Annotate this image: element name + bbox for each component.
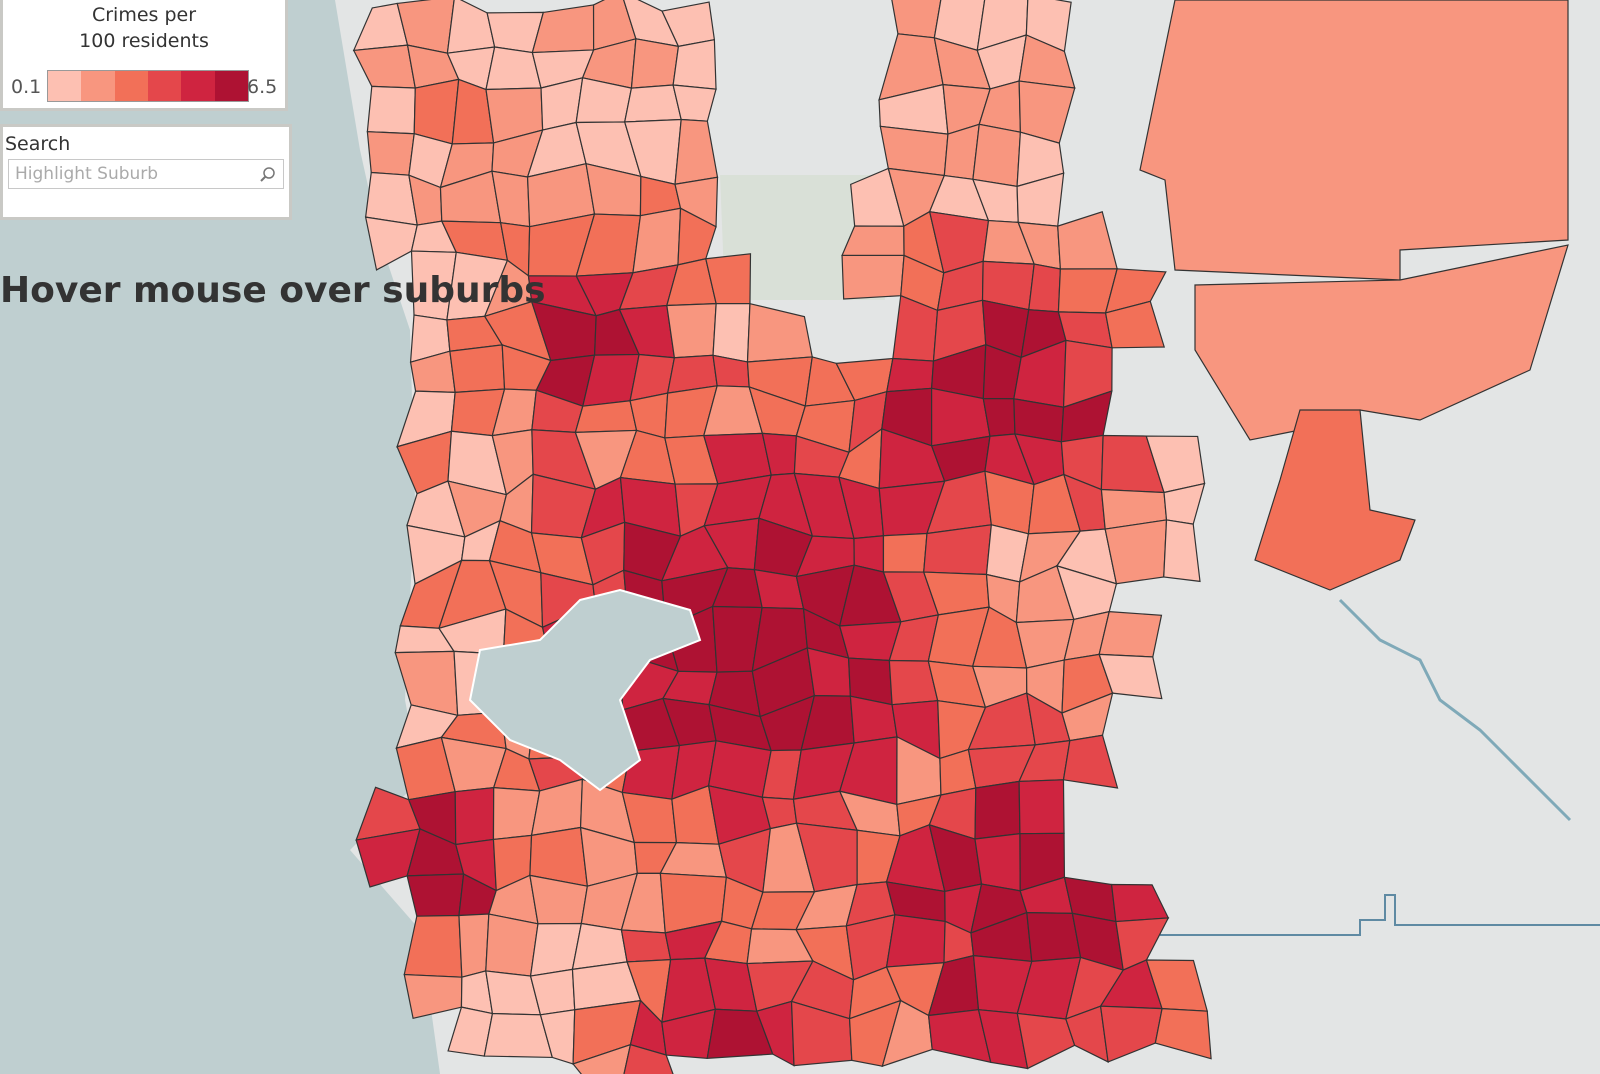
legend-title: Crimes per — [91, 4, 197, 26]
estuary — [468, 588, 702, 792]
suburb[interactable] — [1104, 300, 1166, 349]
legend-swatch — [114, 71, 148, 101]
legend-min: 0.1 — [11, 76, 42, 98]
suburb[interactable] — [403, 973, 463, 1020]
suburb[interactable] — [620, 929, 672, 963]
suburb[interactable] — [1098, 653, 1163, 700]
suburb[interactable] — [1104, 519, 1168, 585]
suburb[interactable] — [746, 302, 813, 363]
suburb[interactable] — [449, 344, 506, 394]
legend-max: 6.5 — [247, 76, 278, 98]
suburb[interactable] — [485, 913, 539, 977]
suburb[interactable] — [974, 833, 1021, 892]
legend-swatch — [48, 71, 82, 101]
suburb[interactable] — [674, 118, 719, 185]
legend-swatch — [214, 71, 248, 101]
suburb[interactable] — [446, 0, 496, 54]
suburb[interactable] — [366, 85, 416, 135]
suburb[interactable] — [366, 131, 415, 176]
suburb[interactable] — [891, 0, 942, 39]
suburb[interactable] — [620, 1043, 679, 1074]
suburb[interactable] — [1110, 883, 1170, 923]
suburb[interactable] — [1026, 911, 1082, 963]
suburb[interactable] — [885, 914, 946, 968]
boundary — [1160, 894, 1600, 936]
legend-title: 100 residents — [79, 30, 209, 52]
suburb[interactable] — [1057, 210, 1118, 270]
suburbs — [352, 0, 1569, 1074]
suburb[interactable] — [1163, 519, 1201, 583]
suburb[interactable] — [1016, 1012, 1076, 1070]
legend-swatch — [181, 71, 215, 101]
instruction: Hover mouse over suburbs — [0, 270, 546, 311]
suburb[interactable] — [1098, 610, 1163, 658]
suburb[interactable] — [841, 254, 905, 300]
suburb[interactable] — [1028, 263, 1062, 313]
suburb[interactable] — [972, 123, 1022, 188]
suburb[interactable] — [1194, 244, 1569, 441]
suburb[interactable] — [1139, 0, 1569, 281]
suburb[interactable] — [623, 84, 682, 123]
search-placeholder: Highlight Suburb — [15, 164, 159, 184]
suburb[interactable] — [406, 873, 465, 917]
suburb[interactable] — [1062, 734, 1119, 789]
legend-swatch — [81, 71, 115, 101]
suburb[interactable] — [458, 913, 490, 978]
suburb[interactable] — [974, 780, 1021, 840]
suburb[interactable] — [1018, 779, 1065, 835]
search-panel: Search Highlight Suburb — [0, 124, 292, 220]
suburb[interactable] — [572, 1043, 632, 1074]
suburb[interactable] — [630, 38, 680, 89]
suburb[interactable] — [672, 38, 717, 90]
suburb[interactable] — [886, 357, 935, 393]
suburb[interactable] — [413, 78, 460, 145]
suburb[interactable] — [712, 303, 751, 363]
suburb[interactable] — [1254, 409, 1416, 591]
sea — [0, 0, 440, 1074]
search-label: Search — [5, 133, 71, 155]
suburb[interactable] — [454, 786, 495, 846]
suburb[interactable] — [923, 524, 993, 576]
suburb[interactable] — [352, 44, 417, 89]
search-icon — [260, 167, 275, 182]
river — [1338, 598, 1572, 822]
suburb[interactable] — [632, 207, 682, 274]
legend-swatch — [147, 71, 182, 101]
legend-scale — [47, 70, 249, 102]
suburb[interactable] — [666, 302, 717, 359]
suburb[interactable] — [882, 532, 928, 573]
legend: Crimes per 100 residents 0.1 6.5 — [0, 0, 288, 111]
search-input[interactable]: Highlight Suburb — [8, 159, 284, 189]
suburb[interactable] — [574, 400, 638, 434]
suburb[interactable] — [1154, 1008, 1212, 1060]
suburb[interactable] — [1099, 1005, 1163, 1063]
